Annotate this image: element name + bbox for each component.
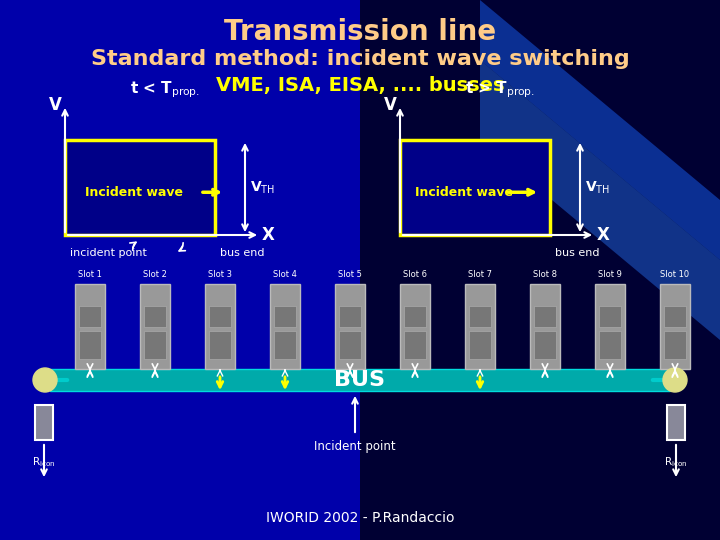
Text: Incident wave: Incident wave	[415, 186, 513, 199]
Text: V: V	[384, 96, 397, 114]
Bar	[465, 284, 495, 369]
Bar	[65, 140, 215, 235]
Polygon shape	[0, 0, 360, 540]
Bar	[534, 331, 556, 359]
Bar	[75, 284, 105, 369]
Bar	[339, 306, 361, 327]
Polygon shape	[360, 0, 720, 540]
Bar	[205, 284, 235, 369]
Text: Standard method: incident wave switching: Standard method: incident wave switching	[91, 49, 629, 69]
Bar	[664, 306, 686, 327]
Text: Slot 8: Slot 8	[533, 270, 557, 279]
Bar	[144, 306, 166, 327]
Bar	[50, 369, 670, 391]
Text: bus end: bus end	[555, 248, 600, 258]
Text: Slot 1: Slot 1	[78, 270, 102, 279]
Text: Slot 5: Slot 5	[338, 270, 362, 279]
Text: bus end: bus end	[220, 248, 264, 258]
Text: X: X	[597, 226, 609, 244]
Bar	[79, 331, 101, 359]
Bar	[140, 284, 170, 369]
Text: Slot 10: Slot 10	[660, 270, 690, 279]
Text: t < T$_{\mathsf{prop.}}$: t < T$_{\mathsf{prop.}}$	[130, 79, 200, 100]
Bar	[35, 405, 53, 440]
Bar	[660, 284, 690, 369]
Bar	[469, 306, 491, 327]
Text: V: V	[48, 96, 61, 114]
Text: t > T$_{\mathsf{prop.}}$: t > T$_{\mathsf{prop.}}$	[465, 79, 535, 100]
Bar	[469, 331, 491, 359]
Text: incident point: incident point	[70, 248, 147, 258]
Text: BUS: BUS	[335, 370, 385, 390]
Polygon shape	[480, 0, 720, 260]
Text: IWORID 2002 - P.Randaccio: IWORID 2002 - P.Randaccio	[266, 511, 454, 525]
Text: R$_{\mathsf{icon}}$: R$_{\mathsf{icon}}$	[664, 455, 688, 469]
Circle shape	[663, 368, 687, 392]
Text: Slot 6: Slot 6	[403, 270, 427, 279]
Text: Transmission line: Transmission line	[224, 18, 496, 46]
Text: Incident wave: Incident wave	[85, 186, 183, 199]
Bar	[270, 284, 300, 369]
Bar	[599, 331, 621, 359]
Bar	[404, 306, 426, 327]
Bar	[595, 284, 625, 369]
Bar	[599, 306, 621, 327]
Bar	[335, 284, 365, 369]
Polygon shape	[360, 0, 720, 540]
Polygon shape	[480, 60, 720, 340]
Bar	[79, 306, 101, 327]
Text: V$_{\mathsf{TH}}$: V$_{\mathsf{TH}}$	[250, 179, 275, 195]
Bar	[144, 331, 166, 359]
Text: Slot 2: Slot 2	[143, 270, 167, 279]
Bar	[404, 331, 426, 359]
Text: Slot 9: Slot 9	[598, 270, 622, 279]
Text: Slot 3: Slot 3	[208, 270, 232, 279]
Bar	[667, 405, 685, 440]
Bar	[274, 331, 296, 359]
Text: V$_{\mathsf{TH}}$: V$_{\mathsf{TH}}$	[585, 179, 610, 195]
Text: X: X	[261, 226, 274, 244]
Text: Slot 7: Slot 7	[468, 270, 492, 279]
Bar	[530, 284, 560, 369]
Bar	[209, 331, 231, 359]
Bar	[400, 140, 550, 235]
Bar	[534, 306, 556, 327]
Bar	[274, 306, 296, 327]
Bar	[209, 306, 231, 327]
Bar	[664, 331, 686, 359]
Bar	[339, 331, 361, 359]
Text: Incident point: Incident point	[314, 440, 396, 453]
Text: R$_{\mathsf{icon}}$: R$_{\mathsf{icon}}$	[32, 455, 56, 469]
Circle shape	[33, 368, 57, 392]
Text: Slot 4: Slot 4	[273, 270, 297, 279]
Text: VME, ISA, EISA, .... busses: VME, ISA, EISA, .... busses	[216, 76, 504, 94]
Bar	[400, 284, 430, 369]
